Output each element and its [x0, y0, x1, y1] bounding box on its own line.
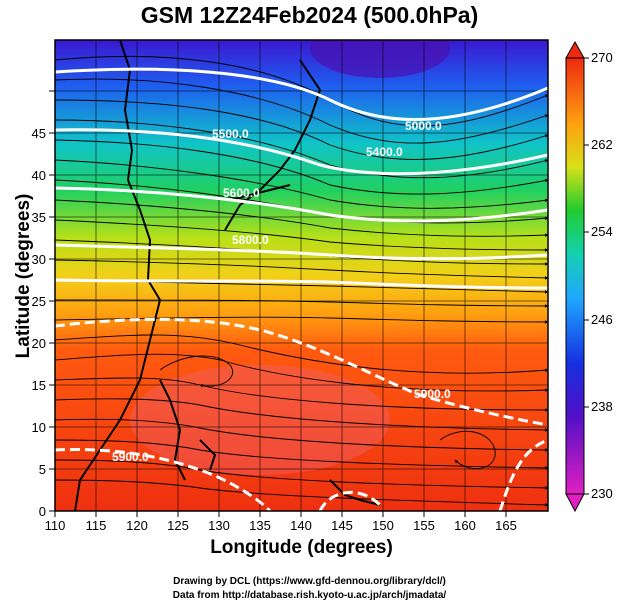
x-tick-label: 115	[86, 518, 107, 533]
y-axis-label: Latitude (degrees)	[13, 193, 34, 359]
credit-data: Data from http://database.rish.kyoto-u.a…	[172, 590, 447, 601]
contour-label: 5800.0	[232, 233, 269, 247]
x-tick-label: 145	[331, 518, 353, 533]
y-tick-label: 10	[32, 420, 46, 435]
y-tick-label: 0	[39, 504, 46, 519]
y-tick-label: 30	[32, 252, 46, 267]
contour-label: 5400.0	[366, 145, 403, 159]
contour-label: 5900.0	[414, 387, 451, 401]
credit-drawing: Drawing by DCL (https://www.gfd-dennou.o…	[173, 576, 446, 587]
colorbar-max-arrow	[565, 40, 585, 59]
colorbar: 230 238 246 254 262 270	[565, 40, 613, 513]
x-tick-label: 125	[167, 518, 189, 533]
y-tick-label: 40	[32, 168, 46, 183]
y-tick-label: 25	[32, 294, 46, 309]
contour-label: 5500.0	[212, 127, 249, 141]
contour-label: 5600.0	[223, 186, 260, 200]
contour-label: 5000.0	[405, 119, 442, 133]
x-tick-label: 135	[249, 518, 271, 533]
x-tick-label: 150	[372, 518, 394, 533]
x-tick-label: 130	[208, 518, 230, 533]
colorbar-tick-label: 270	[591, 50, 613, 65]
colorbar-tick-label: 262	[591, 137, 613, 152]
contour-label: 5900.0	[112, 450, 149, 464]
x-tick-label: 165	[495, 518, 517, 533]
x-axis-label: Longitude (degrees)	[210, 537, 393, 558]
y-tick-label: 20	[32, 336, 46, 351]
colorbar-tick-label: 254	[591, 224, 613, 239]
x-tick-label: 155	[413, 518, 435, 533]
axis-tick-marks	[49, 90, 507, 517]
y-tick-label: 15	[32, 378, 46, 393]
height-contours	[55, 67, 548, 511]
x-tick-label: 110	[45, 518, 66, 533]
colorbar-tick-label: 246	[591, 312, 613, 327]
x-tick-label: 140	[290, 518, 312, 533]
y-tick-label: 5	[39, 462, 46, 477]
cold-pool	[310, 40, 450, 78]
y-tick-label: 35	[32, 210, 46, 225]
map-title: GSM 12Z24Feb2024 (500.0hPa)	[140, 2, 479, 28]
x-tick-label: 120	[126, 518, 148, 533]
wind-streamlines	[55, 55, 548, 507]
colorbar-tick-label: 230	[591, 486, 613, 501]
x-tick-label: 160	[454, 518, 476, 533]
colorbar-min-arrow	[565, 493, 585, 513]
colorbar-tick-label: 238	[591, 399, 613, 414]
y-tick-label: 45	[32, 126, 46, 141]
